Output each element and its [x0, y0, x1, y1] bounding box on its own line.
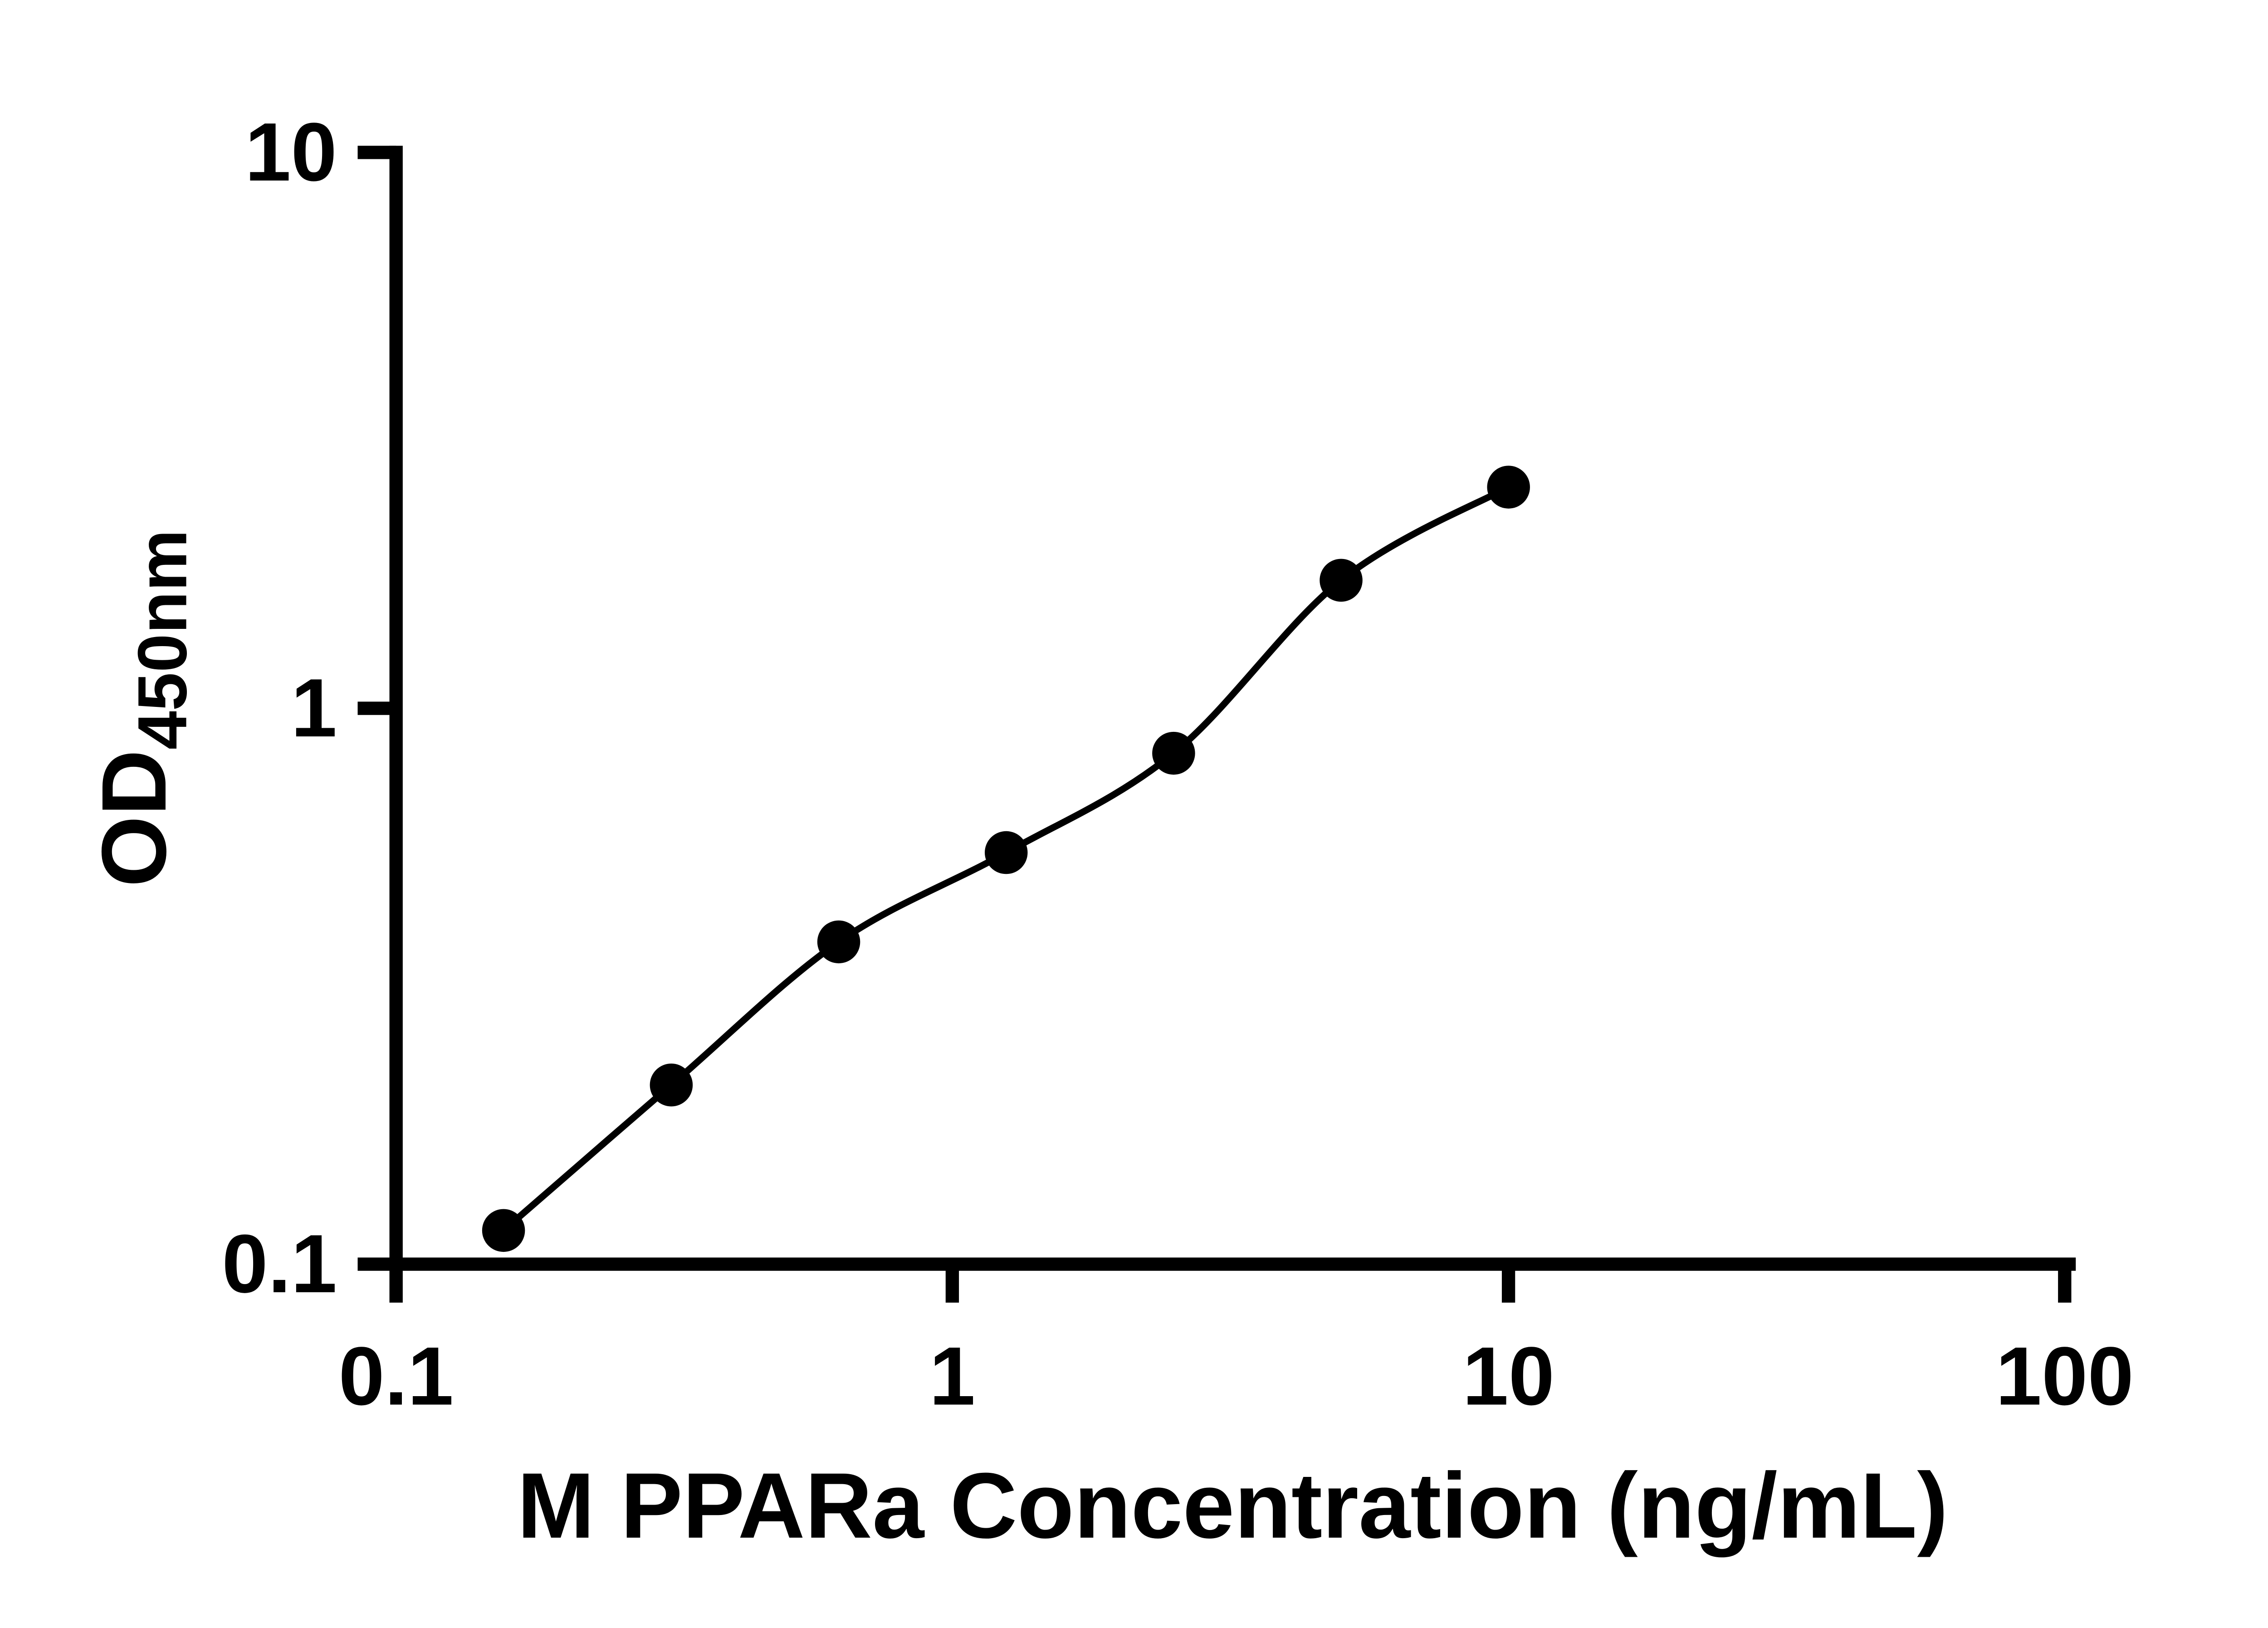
- x-tick-label-0: 0.1: [338, 1330, 454, 1422]
- data-point-6: [1487, 466, 1530, 509]
- data-point-5: [1320, 559, 1363, 602]
- data-point-3: [984, 831, 1028, 874]
- plot-area: 0.1 1 10 100 0.1 1 10: [222, 106, 2134, 1422]
- data-point-4: [1152, 731, 1195, 775]
- data-point-0: [482, 1209, 525, 1252]
- x-tick-label-2: 10: [1462, 1330, 1554, 1422]
- x-tick-label-3: 100: [1996, 1330, 2134, 1422]
- data-point-2: [817, 920, 860, 964]
- y-axis-title-subscript: 450nm: [124, 530, 201, 750]
- x-tick-label-1: 1: [929, 1330, 975, 1422]
- y-axis-title-main: OD: [83, 750, 185, 887]
- x-axis-title: M PPARa Concentration (ng/mL): [517, 1454, 1948, 1558]
- y-tick-label-2: 10: [245, 106, 337, 198]
- y-axis-title: OD450nm: [83, 530, 201, 887]
- data-point-1: [650, 1063, 693, 1107]
- y-tick-label-1: 1: [291, 662, 337, 754]
- y-tick-label-0: 0.1: [222, 1217, 337, 1310]
